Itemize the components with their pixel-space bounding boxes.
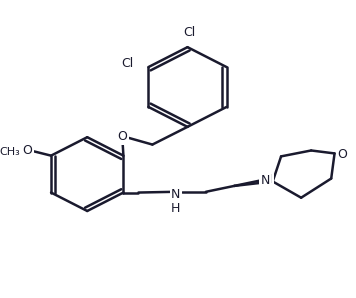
Text: Cl: Cl [183, 27, 195, 39]
Text: N: N [171, 188, 180, 201]
Text: O: O [117, 131, 127, 143]
Text: N: N [261, 174, 270, 187]
Text: H: H [171, 201, 180, 215]
Text: CH₃: CH₃ [0, 147, 20, 157]
Text: Cl: Cl [122, 57, 134, 70]
Text: N: N [263, 173, 272, 186]
Text: O: O [23, 144, 33, 157]
Text: O: O [337, 148, 347, 161]
